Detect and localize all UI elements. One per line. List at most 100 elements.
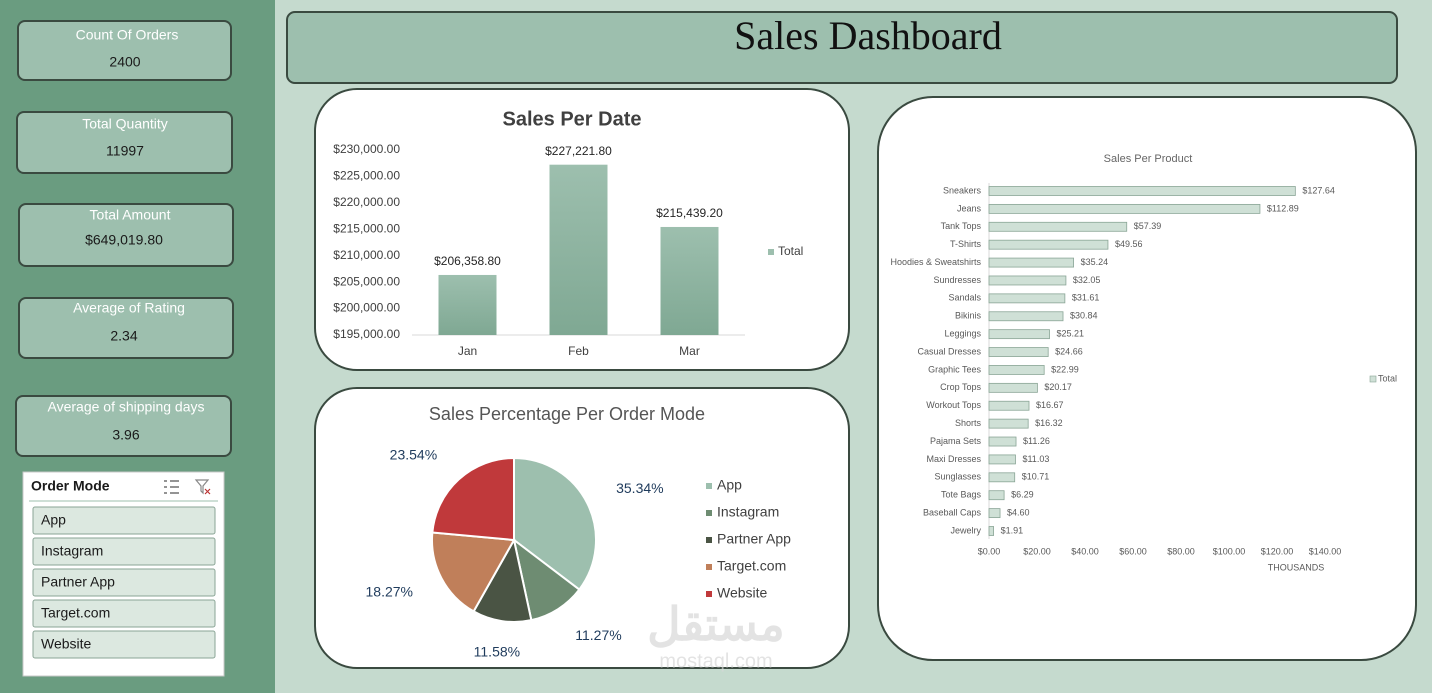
kpi-value: 2.34 (110, 328, 137, 344)
slicer-title: Order Mode (31, 478, 110, 494)
data-label: $112.89 (1267, 203, 1299, 213)
bar (988, 526, 994, 536)
data-label: $1.91 (1001, 525, 1024, 535)
kpi-card (18, 203, 234, 267)
slicer-item-box[interactable] (32, 506, 216, 535)
slicer-item-box[interactable] (32, 630, 216, 659)
bar (988, 418, 1029, 429)
slicer-button[interactable]: Instagram (32, 537, 216, 566)
y-tick-label: Jeans (957, 203, 982, 213)
x-tick-label: $0.00 (978, 546, 1001, 556)
bar (549, 164, 608, 335)
multi-select-button[interactable] (160, 477, 182, 497)
slicer-button[interactable]: App (32, 506, 216, 535)
slicer-item-label[interactable]: Website (41, 636, 92, 652)
icon (194, 479, 210, 495)
clear-filter-button[interactable] (192, 477, 214, 497)
slicer-button[interactable]: Partner App (32, 568, 216, 597)
legend-marker (706, 510, 712, 516)
data-label: $35.24 (1081, 257, 1109, 267)
data-label: $11.26 (1023, 436, 1050, 446)
charts: Sales Per Date $195,000.00 $200,000.00 $205… (333, 108, 1397, 659)
x-tick-label: $140.00 (1309, 546, 1342, 556)
x-axis-label: THOUSANDS (1268, 562, 1325, 572)
bar (988, 275, 1067, 286)
data-label: $20.17 (1044, 382, 1072, 392)
y-tick-label: $210,000.00 (333, 248, 400, 262)
bar (988, 221, 1128, 232)
data-label: $25.21 (1057, 329, 1085, 339)
x-tick-label: Mar (679, 344, 700, 358)
kpi-label: Count Of Orders (76, 27, 179, 43)
x-tick-label: Jan (458, 344, 477, 358)
legend-label: Total (778, 244, 803, 258)
data-label: 23.54% (390, 446, 437, 462)
y-tick-label: T-Shirts (950, 239, 982, 249)
kpi-value: $649,019.80 (85, 232, 163, 248)
legend-marker (706, 564, 712, 570)
y-tick-label: $200,000.00 (333, 301, 400, 315)
bar (988, 490, 1005, 501)
legend-label: Website (717, 585, 768, 601)
data-label: $6.29 (1011, 490, 1034, 500)
y-tick-label: Bikinis (955, 311, 982, 321)
data-label: $57.39 (1134, 221, 1162, 231)
y-tick-label: Tote Bags (941, 490, 982, 500)
x-tick-label: $100.00 (1213, 546, 1246, 556)
y-tick-label: Crop Tops (940, 382, 981, 392)
chart-title: Sales Percentage Per Order Mode (429, 404, 705, 424)
bar (988, 186, 1296, 196)
x-tick-label: $120.00 (1261, 546, 1294, 556)
pie-slice (431, 531, 516, 613)
slicer-item-label[interactable]: Partner App (41, 574, 115, 590)
data-label: $215,439.20 (656, 206, 723, 220)
bar (988, 365, 1045, 375)
bar (988, 293, 1066, 304)
data-label: $206,358.80 (434, 254, 501, 268)
bar (660, 226, 719, 335)
y-tick-label: $225,000.00 (333, 169, 400, 183)
slicer-item-box[interactable] (32, 568, 216, 597)
data-label: $16.67 (1036, 400, 1064, 410)
y-tick-label: Jewelry (950, 525, 981, 535)
slicer-item-box[interactable] (32, 537, 216, 566)
data-label: $11.03 (1022, 454, 1049, 464)
kpi-card (17, 20, 232, 81)
bar (988, 239, 1109, 250)
bar (988, 347, 1049, 357)
y-tick-label: $195,000.00 (333, 327, 400, 341)
slicer-item-label[interactable]: Instagram (41, 543, 103, 559)
legend-label: Target.com (717, 558, 786, 574)
slicer-button[interactable]: Target.com (32, 599, 216, 628)
icon (204, 488, 211, 495)
y-tick-label: $215,000.00 (333, 221, 400, 235)
data-label: $31.61 (1072, 293, 1100, 303)
data-label: $24.66 (1055, 346, 1083, 356)
bar (988, 257, 1074, 268)
bar (438, 274, 497, 335)
bar (988, 508, 1001, 519)
chart-title: Sales Per Date (503, 108, 642, 130)
pie-slice (513, 456, 597, 592)
kpi-label: Average of Rating (73, 300, 185, 316)
y-tick-label: Maxi Dresses (926, 454, 981, 464)
slicer-item-label[interactable]: Target.com (41, 605, 110, 621)
data-label: 11.27% (575, 627, 621, 643)
icon (164, 480, 179, 494)
y-tick-label: Shorts (955, 418, 982, 428)
y-tick-label: Sandals (948, 293, 981, 303)
watermark: مستقل (647, 598, 785, 650)
data-label: $32.05 (1073, 275, 1101, 285)
data-label: $10.71 (1022, 472, 1050, 482)
kpi-value: 11997 (106, 143, 144, 159)
data-label: 35.34% (616, 480, 663, 496)
slicer-item-box[interactable] (32, 599, 216, 628)
slicer-item-label[interactable]: App (41, 512, 66, 528)
bar (988, 329, 1050, 340)
kpi-card (15, 395, 232, 457)
slicer-button[interactable]: Website (32, 630, 216, 659)
kpi-value: 2400 (109, 54, 140, 70)
data-label: $227,221.80 (545, 144, 612, 158)
y-tick-label: Sunglasses (934, 472, 981, 482)
